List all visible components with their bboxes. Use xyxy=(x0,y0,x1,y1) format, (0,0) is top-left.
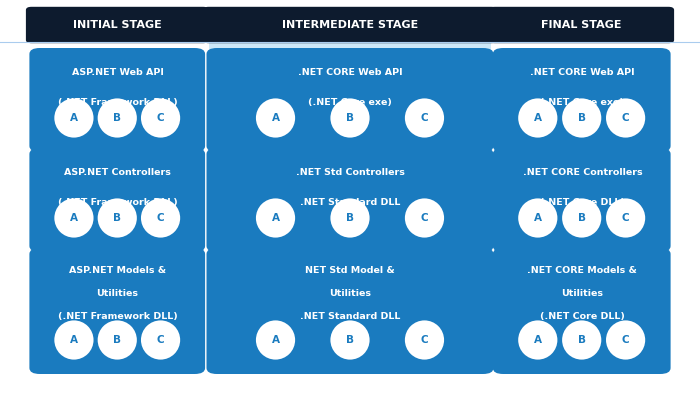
Text: A: A xyxy=(534,335,542,345)
Text: (.NET Framework DLL): (.NET Framework DLL) xyxy=(57,98,178,107)
Ellipse shape xyxy=(97,98,136,138)
Ellipse shape xyxy=(405,320,444,360)
Text: A: A xyxy=(70,213,78,223)
Ellipse shape xyxy=(518,98,557,138)
Text: C: C xyxy=(157,213,164,223)
Text: A: A xyxy=(70,113,78,123)
Text: B: B xyxy=(113,335,121,345)
Text: A: A xyxy=(272,213,279,223)
Text: C: C xyxy=(421,213,428,223)
Text: B: B xyxy=(346,335,354,345)
Ellipse shape xyxy=(256,198,295,238)
Text: INITIAL STAGE: INITIAL STAGE xyxy=(73,20,162,30)
Ellipse shape xyxy=(141,98,180,138)
Text: B: B xyxy=(578,113,586,123)
Ellipse shape xyxy=(562,320,601,360)
Text: INTERMEDIATE STAGE: INTERMEDIATE STAGE xyxy=(282,20,418,30)
Text: .NET CORE Web API: .NET CORE Web API xyxy=(298,68,402,77)
Text: B: B xyxy=(113,213,121,223)
Text: C: C xyxy=(622,335,629,345)
Text: NET Std Model &: NET Std Model & xyxy=(305,266,395,275)
Text: FINAL STAGE: FINAL STAGE xyxy=(541,20,622,30)
Ellipse shape xyxy=(55,198,94,238)
Text: .NET CORE Models &: .NET CORE Models & xyxy=(528,266,637,275)
Text: ASP.NET Controllers: ASP.NET Controllers xyxy=(64,168,171,177)
FancyBboxPatch shape xyxy=(489,7,674,43)
Text: (.NET Core exe): (.NET Core exe) xyxy=(540,98,624,107)
Text: .NET CORE Controllers: .NET CORE Controllers xyxy=(523,168,642,177)
Text: C: C xyxy=(622,213,629,223)
Ellipse shape xyxy=(330,320,370,360)
FancyBboxPatch shape xyxy=(206,48,494,152)
Text: C: C xyxy=(157,113,164,123)
Text: Utilities: Utilities xyxy=(561,289,603,298)
Text: (.NET Core DLL): (.NET Core DLL) xyxy=(540,198,625,207)
Text: B: B xyxy=(346,113,354,123)
Ellipse shape xyxy=(55,320,94,360)
FancyBboxPatch shape xyxy=(206,148,494,252)
Ellipse shape xyxy=(518,198,557,238)
FancyBboxPatch shape xyxy=(29,248,205,374)
Text: C: C xyxy=(622,113,629,123)
Text: C: C xyxy=(421,113,428,123)
Ellipse shape xyxy=(256,320,295,360)
Ellipse shape xyxy=(141,198,180,238)
Ellipse shape xyxy=(405,198,444,238)
Text: A: A xyxy=(70,335,78,345)
Text: C: C xyxy=(157,335,164,345)
Text: ASP.NET Web API: ASP.NET Web API xyxy=(71,68,164,77)
Ellipse shape xyxy=(518,320,557,360)
Text: .NET Standard DLL: .NET Standard DLL xyxy=(300,198,400,207)
Text: .NET Standard DLL: .NET Standard DLL xyxy=(300,312,400,322)
FancyBboxPatch shape xyxy=(29,148,205,252)
Ellipse shape xyxy=(606,198,645,238)
Text: B: B xyxy=(578,335,586,345)
Ellipse shape xyxy=(97,320,136,360)
Ellipse shape xyxy=(562,198,601,238)
Text: (.NET Framework DLL): (.NET Framework DLL) xyxy=(57,312,178,322)
Ellipse shape xyxy=(330,98,370,138)
Text: A: A xyxy=(534,113,542,123)
FancyBboxPatch shape xyxy=(29,48,205,152)
Text: .NET CORE Web API: .NET CORE Web API xyxy=(530,68,635,77)
Text: Utilities: Utilities xyxy=(329,289,371,298)
Ellipse shape xyxy=(606,320,645,360)
FancyBboxPatch shape xyxy=(26,7,209,43)
FancyBboxPatch shape xyxy=(493,148,671,252)
FancyBboxPatch shape xyxy=(493,248,671,374)
FancyBboxPatch shape xyxy=(209,42,491,372)
Text: B: B xyxy=(346,213,354,223)
Text: A: A xyxy=(272,113,279,123)
Text: B: B xyxy=(578,213,586,223)
Text: C: C xyxy=(421,335,428,345)
Ellipse shape xyxy=(55,98,94,138)
Text: (.NET Core exe): (.NET Core exe) xyxy=(308,98,392,107)
Text: (.NET Framework DLL): (.NET Framework DLL) xyxy=(57,198,178,207)
Text: ASP.NET Models &: ASP.NET Models & xyxy=(69,266,166,275)
Text: A: A xyxy=(534,213,542,223)
FancyBboxPatch shape xyxy=(206,248,494,374)
Text: A: A xyxy=(272,335,279,345)
Ellipse shape xyxy=(141,320,180,360)
Text: .NET Std Controllers: .NET Std Controllers xyxy=(295,168,405,177)
Ellipse shape xyxy=(97,198,136,238)
Text: (.NET Core DLL): (.NET Core DLL) xyxy=(540,312,625,322)
FancyBboxPatch shape xyxy=(203,7,497,43)
Ellipse shape xyxy=(330,198,370,238)
Ellipse shape xyxy=(606,98,645,138)
Ellipse shape xyxy=(405,98,444,138)
Ellipse shape xyxy=(562,98,601,138)
Ellipse shape xyxy=(256,98,295,138)
FancyBboxPatch shape xyxy=(493,48,671,152)
Text: Utilities: Utilities xyxy=(97,289,139,298)
Text: B: B xyxy=(113,113,121,123)
